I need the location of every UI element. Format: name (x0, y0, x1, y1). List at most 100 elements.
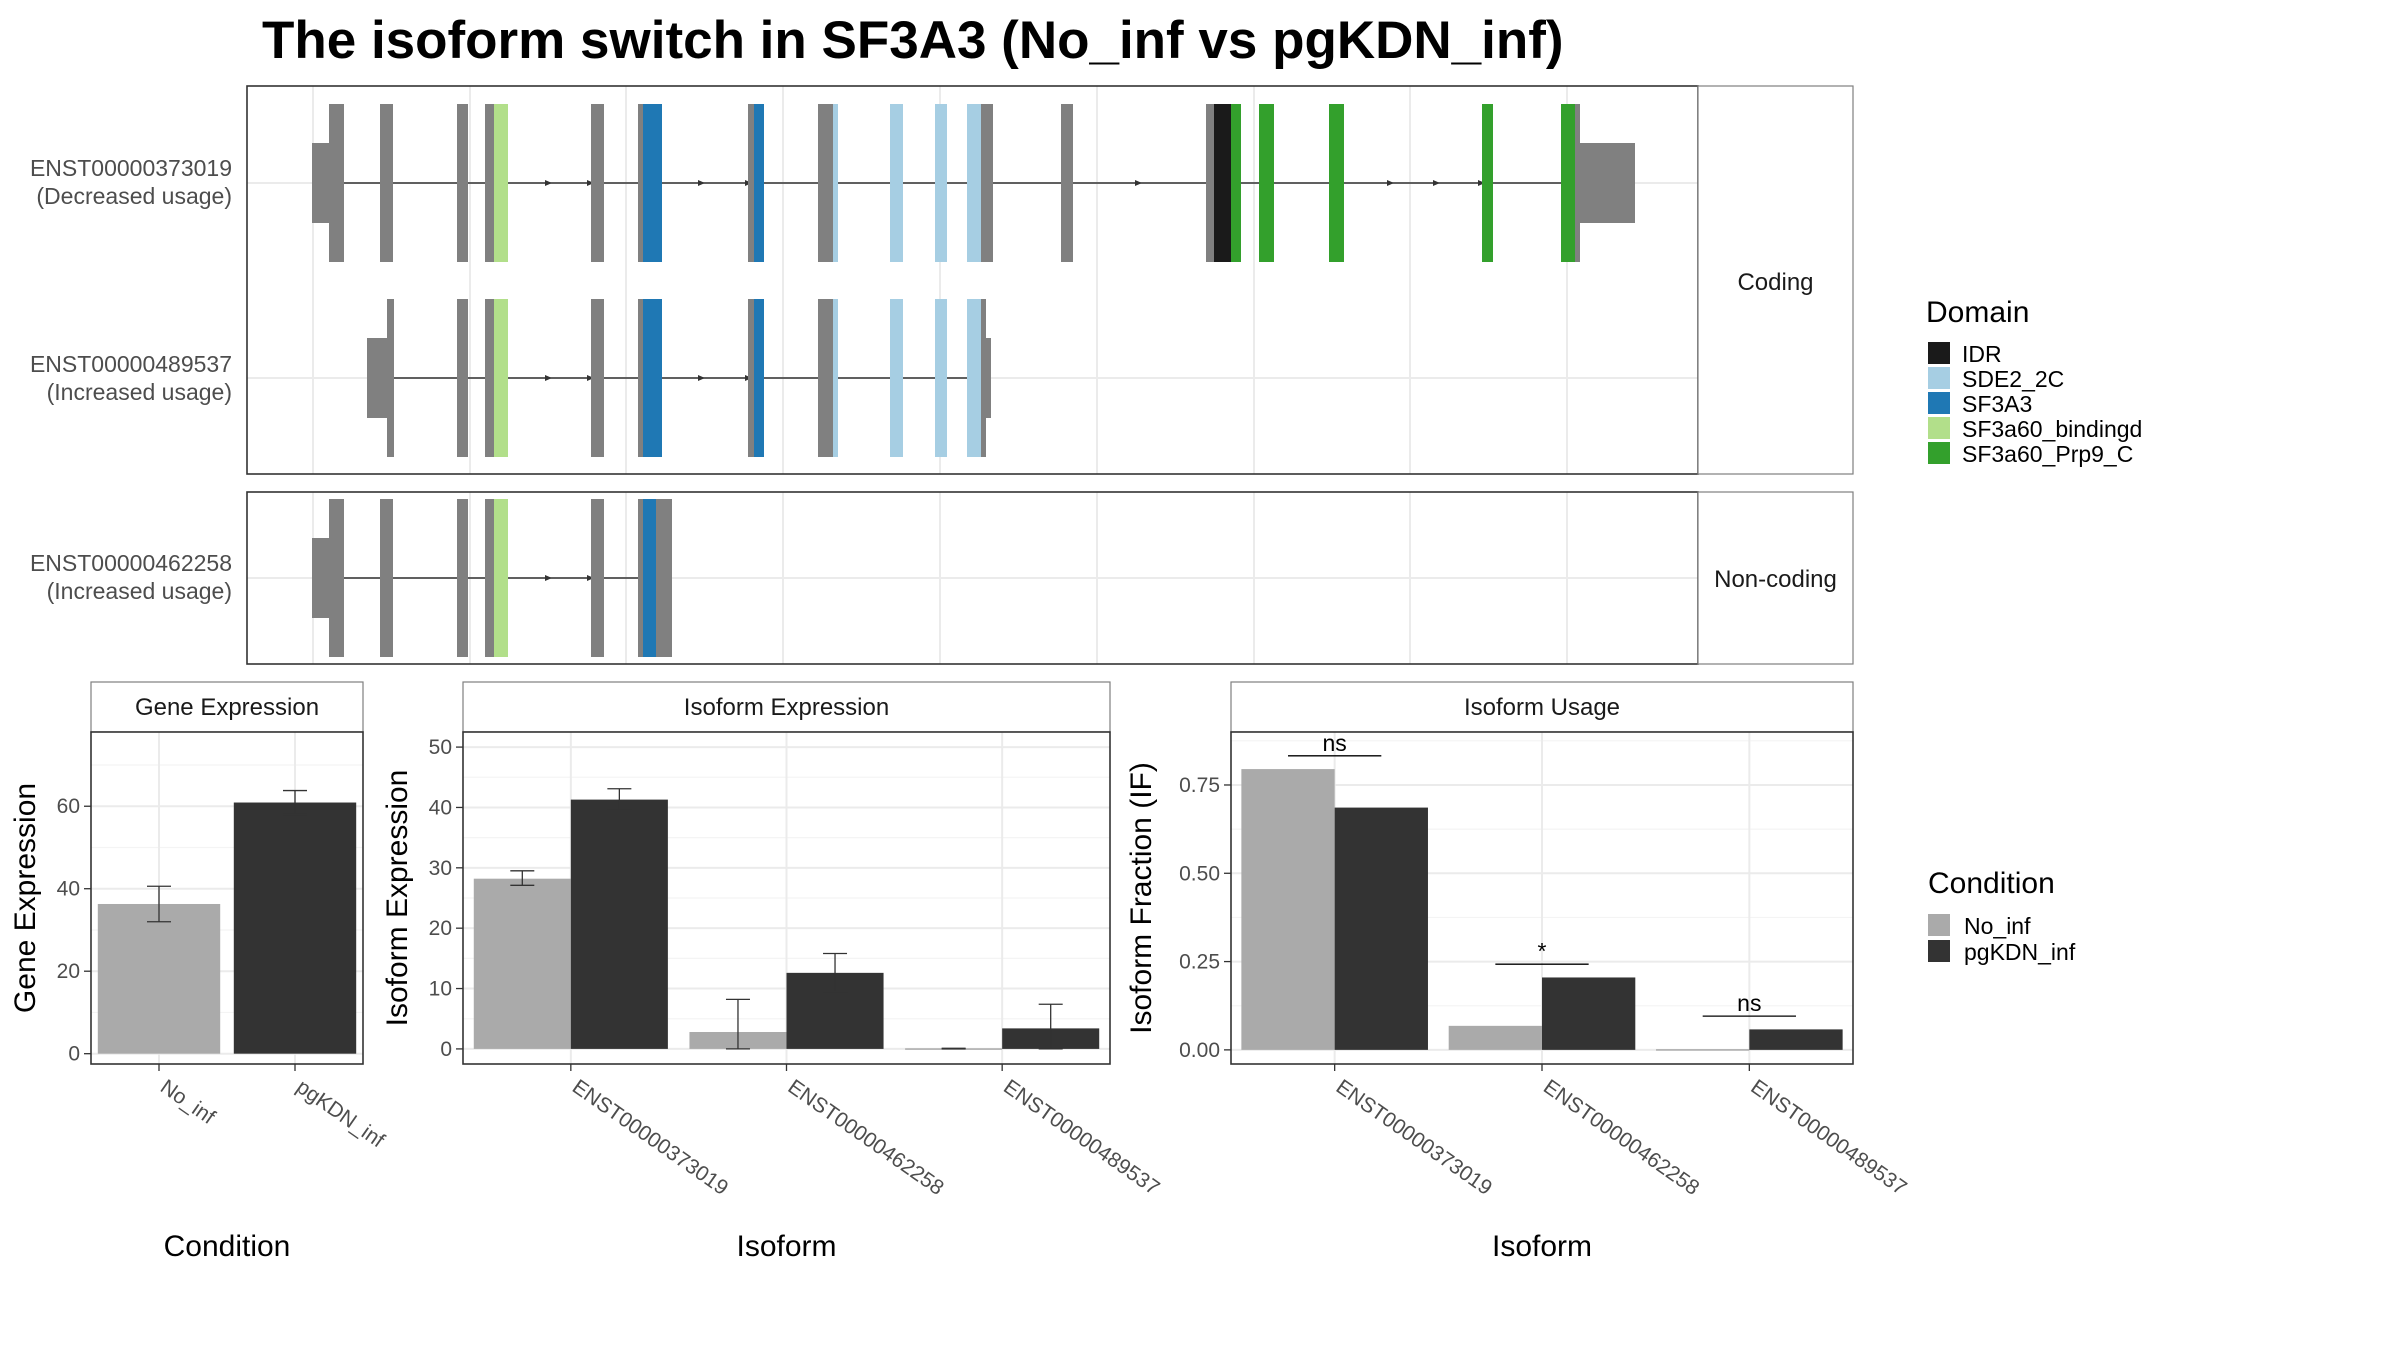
exon-block (748, 104, 754, 262)
exon-block (1575, 104, 1580, 262)
x-tick-label: pgKDN_inf (292, 1075, 389, 1152)
domain-block (833, 299, 838, 457)
y-tick-label: 50 (429, 736, 452, 759)
coding-strip (1697, 85, 1854, 475)
isoform-row-label: ENST00000373019 (Decreased usage) (30, 155, 232, 209)
exon-block (1061, 104, 1073, 262)
exon-block (457, 299, 468, 457)
exon-block (986, 338, 991, 418)
legend-label-pgkdn-inf: pgKDN_inf (1964, 939, 2076, 965)
domain-block (1482, 104, 1493, 262)
exon-block (485, 499, 494, 657)
domain-block (643, 104, 662, 262)
isoform-row-label: ENST00000489537 (Increased usage) (30, 351, 232, 405)
noncoding-transcript-panel (246, 491, 1699, 665)
intron-arrow (1387, 180, 1394, 186)
exon-block (312, 538, 329, 618)
y-tick-label: 0 (440, 1038, 452, 1061)
exon-block (981, 299, 986, 457)
exon-block (748, 299, 754, 457)
x-tick-label: ENST00000373019 (1332, 1075, 1496, 1200)
domain-block (935, 104, 947, 262)
condition-legend: Condition No_inf pgKDN_inf (1928, 867, 2076, 965)
exon-block (367, 338, 387, 418)
intron-arrow (587, 575, 594, 581)
significance-label: ns (1737, 990, 1761, 1016)
domain-block (967, 104, 981, 262)
coding-strip-label: Coding (1737, 269, 1813, 296)
y-tick-label: 0.75 (1179, 774, 1220, 797)
isoform-row-label: ENST00000462258 (Increased usage) (30, 550, 232, 604)
domain-block (1561, 104, 1575, 262)
y-axis-title: Isoform Fraction (IF) (1125, 762, 1158, 1034)
facet-strip-label: Isoform Expression (684, 694, 889, 721)
significance-label: ns (1323, 730, 1347, 756)
intron-arrow (1478, 180, 1485, 186)
intron-arrow (587, 180, 594, 186)
domain-block (833, 104, 838, 262)
bar (1448, 1025, 1542, 1050)
y-tick-label: 0.00 (1179, 1039, 1220, 1062)
x-axis-title: Isoform (736, 1230, 836, 1263)
exon-block (1580, 143, 1635, 223)
domain-block (967, 299, 981, 457)
domain-block (494, 104, 508, 262)
isoform-usage-chart: Isoform Usage ns * ns 0.00 0.25 0.50 0.75 ENST00… (1125, 681, 1911, 1263)
x-tick-label: ENST00000462258 (1539, 1075, 1703, 1200)
exon-block (329, 104, 344, 262)
legend-swatch-pgkdn-inf (1928, 940, 1950, 962)
facet-strip (90, 681, 364, 733)
bar (1334, 807, 1428, 1050)
facet-strip (462, 681, 1111, 733)
x-tick-label: ENST00000489537 (1746, 1075, 1910, 1200)
x-axis-title: Condition (164, 1230, 291, 1263)
intron-arrow (1135, 180, 1142, 186)
noncoding-strip (1697, 491, 1854, 665)
intron-arrow (587, 375, 594, 381)
domain-legend-title: Domain (1926, 296, 2029, 329)
exon-block (485, 299, 494, 457)
legend-label-sde2: SDE2_2C (1962, 366, 2064, 392)
legend-label-bindingd: SF3a60_bindingd (1962, 416, 2142, 442)
isoform-2-usage: (Increased usage) (47, 379, 232, 405)
legend-swatch-sf3a3 (1928, 392, 1950, 414)
y-axis-title: Isoform Expression (381, 770, 414, 1027)
intron-arrow (1433, 180, 1440, 186)
intron-arrow (698, 180, 705, 186)
domain-block (643, 499, 656, 657)
exon-block (457, 104, 468, 262)
isoform-expression-chart: Isoform Expression 0 10 20 30 40 50 ENST0000037… (381, 681, 1164, 1263)
exon-block (638, 299, 643, 457)
intron-arrow (698, 375, 705, 381)
isoform-3-id: ENST00000462258 (30, 550, 232, 576)
bar (1749, 1029, 1843, 1050)
legend-label-sf3a3: SF3A3 (1962, 391, 2032, 417)
exon-block (818, 104, 833, 262)
legend-swatch-idr (1928, 342, 1950, 364)
x-axis-title: Isoform (1492, 1230, 1592, 1263)
intron-arrow (545, 180, 552, 186)
exon-block (656, 499, 672, 657)
plot-border (90, 731, 364, 1065)
domain-block (935, 299, 947, 457)
legend-label-prp9: SF3a60_Prp9_C (1962, 441, 2133, 467)
domain-block (1329, 104, 1344, 262)
legend-swatch-bindingd (1928, 417, 1950, 439)
isoform-1-usage: (Decreased usage) (36, 183, 232, 209)
y-tick-label: 0 (68, 1043, 80, 1066)
exon-block (312, 143, 329, 223)
intron-arrow (545, 575, 552, 581)
y-tick-label: 20 (429, 917, 452, 940)
bar (1241, 769, 1335, 1050)
bar (1656, 1049, 1750, 1051)
exon-block (591, 299, 604, 457)
y-tick-label: 0.50 (1179, 862, 1220, 885)
facet-strip-label: Isoform Usage (1464, 694, 1620, 721)
exon-block (981, 104, 993, 262)
y-tick-label: 20 (57, 960, 80, 983)
exon-block (380, 104, 393, 262)
exon-block (818, 299, 833, 457)
y-tick-label: 60 (57, 795, 80, 818)
domain-block (1259, 104, 1274, 262)
